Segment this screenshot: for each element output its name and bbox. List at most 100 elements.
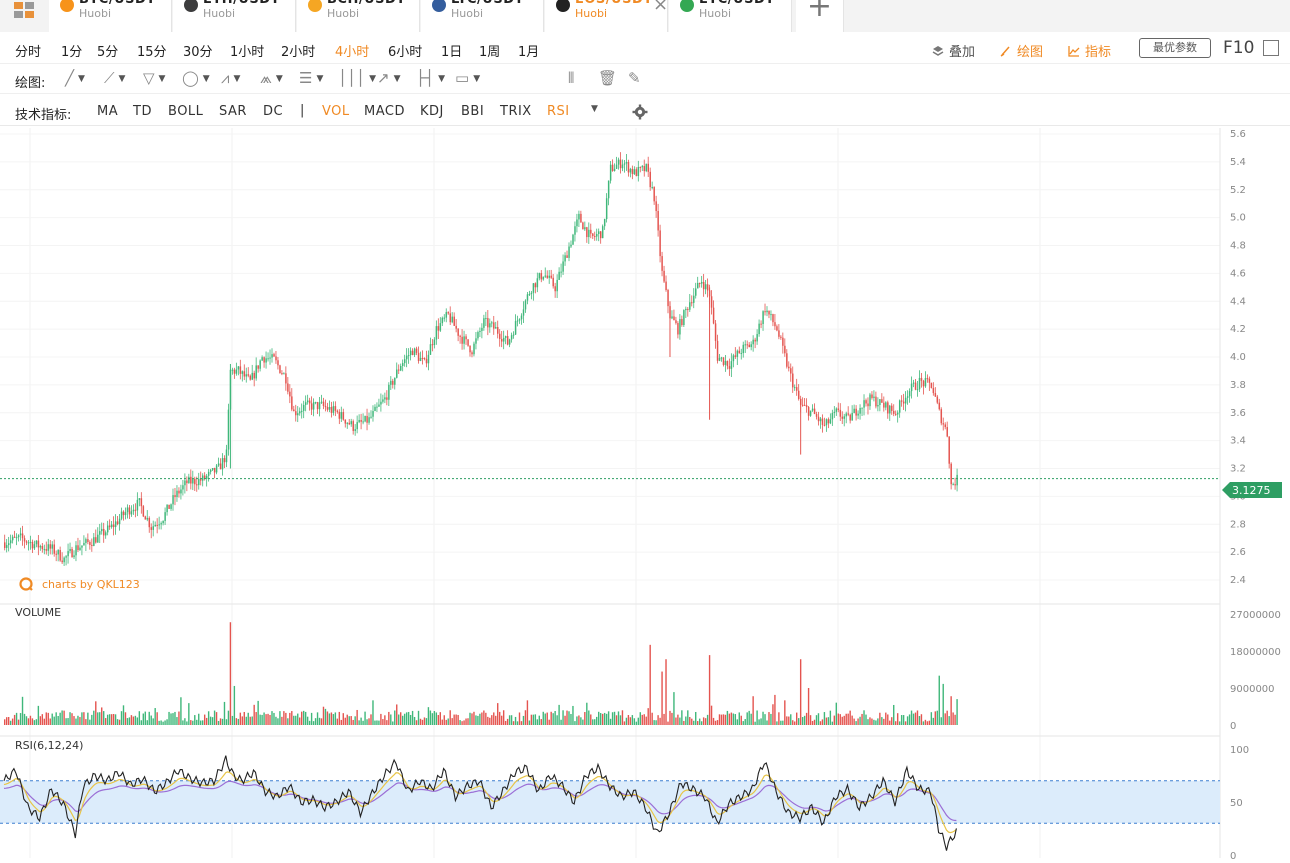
candle [700, 281, 703, 284]
volume-bar [120, 711, 123, 725]
interval-option[interactable]: 2小时 [281, 45, 316, 60]
volume-bar [390, 714, 392, 725]
interval-option[interactable]: 4小时 [335, 45, 370, 60]
chart-area[interactable]: 5.6 5.4 5.2 5.0 4.8 4.6 4.4 4.2 4.0 3.8 3.6 3.4 3.2 3… [0, 128, 1290, 863]
candle [562, 261, 564, 272]
magnet-icon[interactable]: ⫴ [568, 69, 575, 87]
fib-tool-icon[interactable]: ☰ ▼ [299, 69, 324, 87]
volume-bar [459, 720, 461, 725]
indicator-button[interactable]: 指标 [1068, 41, 1111, 60]
volume-bar [582, 719, 584, 725]
indicator-ma[interactable]: MA [97, 104, 119, 119]
volume-bar [938, 675, 940, 725]
volume-bar [257, 700, 259, 725]
interval-option[interactable]: 分时 [15, 45, 42, 60]
candle [633, 169, 636, 175]
interval-option[interactable]: 5分 [97, 45, 119, 60]
candle [760, 323, 762, 325]
indicator-sar[interactable]: SAR [219, 104, 247, 119]
volume-bar [825, 717, 828, 725]
f10-button[interactable]: F10 [1223, 38, 1255, 58]
candle [772, 314, 774, 323]
grid-tool-icon[interactable]: │││ ▼ [338, 69, 377, 87]
pattern-tool-icon[interactable]: ⩕ ▼ [260, 69, 283, 87]
candle [475, 338, 477, 344]
volume-bar [77, 715, 79, 725]
candle [465, 336, 467, 340]
indicator-macd[interactable]: MACD [364, 104, 405, 119]
tab-bch-usdt[interactable]: BCH/USDTHuobi [297, 0, 420, 32]
volume-bar [200, 720, 202, 725]
interval-option[interactable]: 1月 [518, 45, 540, 60]
trash-icon[interactable]: 🗑 [598, 69, 618, 87]
candle [538, 273, 541, 279]
tab-etc-usdt[interactable]: ETC/USDTHuobi [669, 0, 792, 32]
interval-option[interactable]: 1日 [441, 45, 463, 60]
volume-bar [338, 711, 341, 725]
line-tool-icon[interactable]: ╱ ▼ [65, 69, 85, 87]
apps-grid-icon[interactable] [14, 2, 36, 20]
indicator-trix[interactable]: TRIX [500, 104, 532, 119]
candle [544, 275, 547, 277]
circle-tool-icon[interactable]: ◯ ▼ [182, 69, 210, 87]
best-params-button[interactable]: 最优参数 [1139, 38, 1211, 58]
pen-icon[interactable]: ✎ [628, 69, 641, 87]
candle [401, 363, 404, 367]
candle [794, 387, 796, 389]
candle [817, 416, 820, 422]
arrow-tool-icon[interactable]: ↗ ▼ [377, 69, 401, 87]
indicator-vol[interactable]: VOL [322, 104, 350, 119]
tab-btc-usdt[interactable]: BTC/USDTHuobi [49, 0, 172, 32]
volume-bar [908, 714, 911, 725]
volume-bar [669, 710, 671, 725]
indicator-dropdown-icon[interactable]: ▼ [591, 104, 598, 114]
note-tool-icon[interactable]: ▭ ▼ [455, 69, 481, 87]
volume-bar [900, 715, 903, 725]
draw-button[interactable]: 绘图 [1000, 41, 1043, 60]
volume-bar [301, 711, 303, 725]
candle [265, 358, 267, 363]
ray-tool-icon[interactable]: ⟋ ▼ [104, 69, 126, 87]
candle [35, 540, 38, 545]
indicator-bbi[interactable]: BBI [461, 104, 485, 119]
interval-option[interactable]: 1小时 [230, 45, 265, 60]
tab-ltc-usdt[interactable]: LTC/USDTHuobi [421, 0, 544, 32]
indicator-boll[interactable]: BOLL [168, 104, 204, 119]
close-tab-icon[interactable]: × [653, 0, 669, 15]
indicator-dc[interactable]: DC [263, 104, 284, 119]
indicator-kdj[interactable]: KDJ [420, 104, 444, 119]
volume-bar [564, 715, 566, 725]
tab-eos-usdt[interactable]: EOS/USDTHuobi × [545, 0, 668, 32]
price-tick-label: 4.0 [1230, 352, 1246, 363]
channel-tool-icon[interactable]: ▽ ▼ [143, 69, 166, 87]
candle [536, 278, 539, 288]
tab-eth-usdt[interactable]: ETH/USDTHuobi [173, 0, 296, 32]
add-tab-button[interactable]: + [796, 0, 844, 32]
candle [837, 408, 840, 410]
candle [85, 539, 87, 543]
volume-bar [69, 712, 71, 725]
candle [621, 164, 624, 169]
candle [752, 339, 754, 345]
volume-bar [681, 710, 683, 725]
volume-bar [603, 712, 606, 725]
candle [651, 187, 653, 189]
interval-option[interactable]: 6小时 [388, 45, 423, 60]
candle [853, 408, 855, 413]
candle [849, 414, 851, 421]
volume-bar [881, 717, 883, 725]
indicator-td[interactable]: TD [133, 104, 152, 119]
indicator-rsi[interactable]: RSI [547, 104, 570, 119]
interval-option[interactable]: 15分 [137, 45, 167, 60]
interval-option[interactable]: 30分 [183, 45, 213, 60]
candle [698, 282, 701, 284]
settings-gear-icon[interactable] [632, 104, 648, 120]
overlay-button[interactable]: 叠加 [932, 41, 975, 60]
zigzag-tool-icon[interactable]: ⩘ ▼ [221, 69, 241, 87]
interval-option[interactable]: 1分 [61, 45, 83, 60]
candle [598, 231, 600, 235]
interval-option[interactable]: 1周 [479, 45, 501, 60]
fullscreen-icon[interactable] [1263, 40, 1279, 56]
range-tool-icon[interactable]: ├┤ ▼ [416, 69, 445, 87]
layers-icon [932, 46, 944, 56]
